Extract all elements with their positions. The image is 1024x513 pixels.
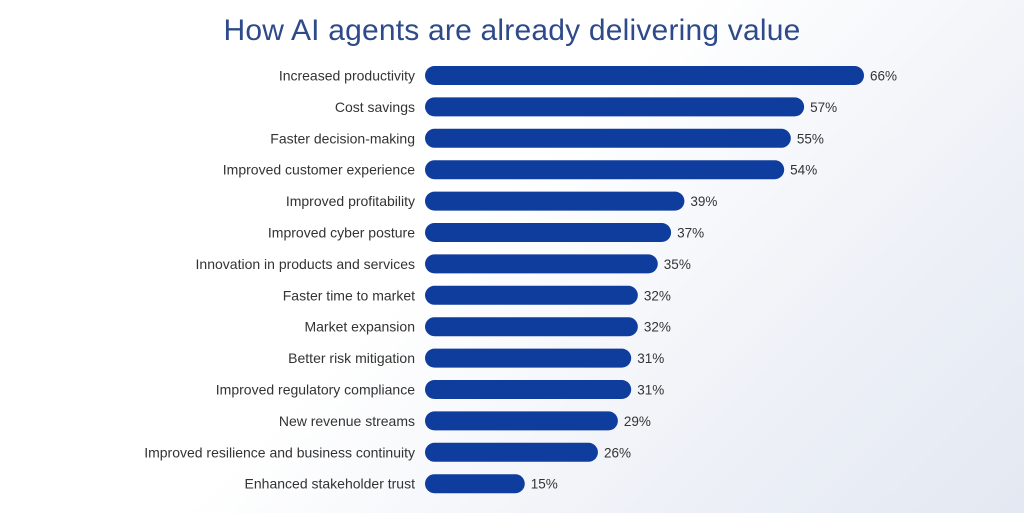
category-label: Better risk mitigation — [288, 350, 415, 366]
bar — [425, 97, 805, 117]
category-label: Improved cyber posture — [268, 225, 415, 241]
value-label: 29% — [624, 414, 651, 429]
category-label: Improved regulatory compliance — [216, 382, 415, 398]
value-label: 31% — [637, 351, 664, 366]
bar — [425, 285, 638, 305]
category-label: Market expansion — [304, 319, 415, 335]
category-label: New revenue streams — [279, 413, 415, 429]
bar — [425, 254, 658, 274]
bar — [425, 317, 638, 337]
value-label: 15% — [531, 477, 558, 492]
value-label: 39% — [690, 194, 717, 209]
value-label: 26% — [604, 445, 631, 460]
value-label: 55% — [797, 131, 824, 146]
category-label: Cost savings — [335, 99, 415, 115]
bar — [425, 191, 685, 211]
value-label: 37% — [677, 226, 704, 241]
bar — [425, 411, 618, 431]
bar — [425, 380, 632, 399]
value-label: 57% — [810, 100, 837, 115]
bar — [425, 160, 785, 180]
chart-title: How AI agents are already delivering val… — [223, 14, 801, 47]
bar — [425, 474, 525, 494]
category-label: Improved customer experience — [223, 162, 415, 178]
bar — [425, 348, 632, 368]
category-label: Faster time to market — [283, 287, 415, 303]
value-label: 31% — [637, 383, 664, 398]
bar — [425, 128, 791, 148]
bar — [425, 442, 598, 462]
category-label: Innovation in products and services — [196, 256, 415, 272]
category-label: Faster decision-making — [270, 130, 415, 146]
bar — [425, 66, 864, 85]
value-label: 32% — [644, 288, 671, 303]
category-label: Improved resilience and business continu… — [144, 444, 415, 460]
value-label: 66% — [870, 69, 897, 84]
value-label: 54% — [790, 163, 817, 178]
category-label: Increased productivity — [279, 68, 415, 84]
category-label: Enhanced stakeholder trust — [245, 476, 416, 492]
value-label: 32% — [644, 320, 671, 335]
value-label: 35% — [664, 257, 691, 272]
bar — [425, 223, 672, 242]
category-label: Improved profitability — [286, 193, 415, 209]
